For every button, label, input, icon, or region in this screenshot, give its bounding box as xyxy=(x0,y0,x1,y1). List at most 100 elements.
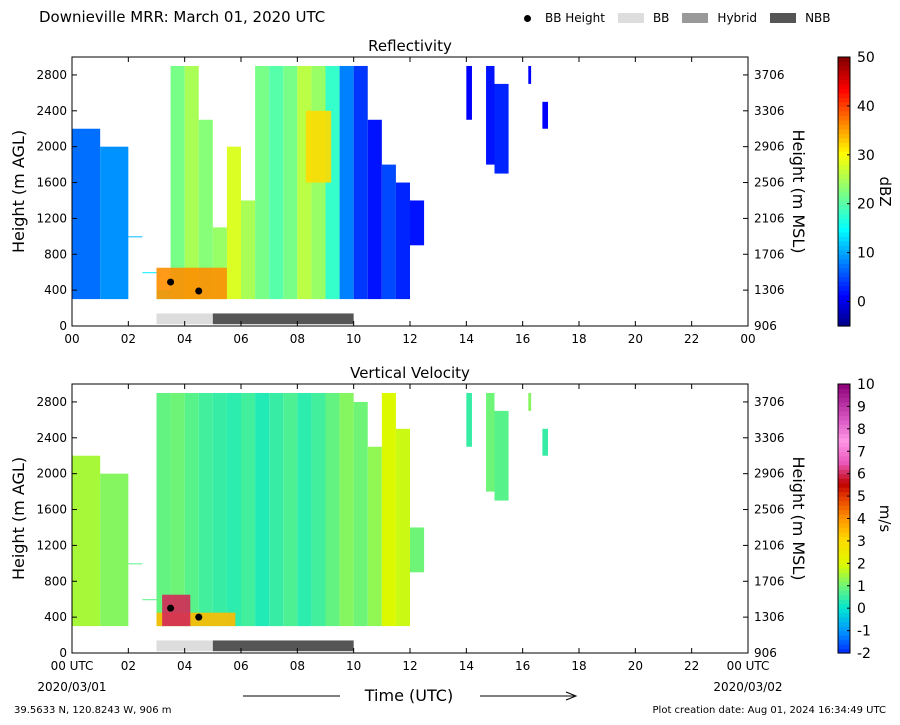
plot-creation-date: Plot creation date: Aug 01, 2024 16:34:4… xyxy=(652,705,886,716)
colorbar-segment xyxy=(838,160,850,166)
data-cell xyxy=(339,392,354,627)
x-tick-label: 00 xyxy=(64,332,79,346)
colorbar-segment xyxy=(838,92,850,98)
x-tick-label: 04 xyxy=(177,659,192,673)
colorbar-tick-label: 0 xyxy=(857,601,866,617)
colorbar-segment xyxy=(838,401,850,408)
y-tick-label: 2000 xyxy=(36,467,67,481)
colorbar-segment xyxy=(838,446,850,452)
colorbar-tick-label: 6 xyxy=(857,467,866,483)
x-tick-label: 12 xyxy=(402,659,417,673)
x-tick-label: 06 xyxy=(233,332,248,346)
colorbar-segment xyxy=(838,173,850,179)
colorbar-segment xyxy=(838,522,850,529)
colorbar-segment xyxy=(838,617,850,623)
data-cell xyxy=(381,392,396,627)
data-cell xyxy=(542,428,549,456)
colorbar-tick-label: 7 xyxy=(857,444,866,460)
y-right-tick-label: 1306 xyxy=(754,283,785,297)
data-cell xyxy=(311,392,326,627)
y-right-axis-label: Height (m MSL) xyxy=(789,456,808,580)
y-right-tick-label: 1706 xyxy=(754,574,785,588)
data-cell xyxy=(466,392,472,447)
data-cell xyxy=(528,65,532,84)
colorbar-segment xyxy=(838,213,850,219)
colorbar-segment xyxy=(838,137,850,143)
colorbar-segment xyxy=(838,397,850,403)
colorbar-segment xyxy=(838,527,850,533)
colorbar-segment xyxy=(838,648,850,654)
x-tick-label: 06 xyxy=(233,659,248,673)
colorbar-segment xyxy=(838,240,850,246)
x-tick-label: 18 xyxy=(571,659,586,673)
colorbar-segment xyxy=(838,478,850,484)
colorbar-segment xyxy=(838,496,850,502)
colorbar-segment xyxy=(838,599,850,605)
colorbar-segment xyxy=(838,191,850,197)
x-tick-label: 00 UTC xyxy=(51,659,94,673)
colorbar-segment xyxy=(838,263,850,269)
colorbar-tick-label: 3 xyxy=(857,534,866,550)
colorbar-segment xyxy=(838,518,850,524)
y-right-tick-label: 906 xyxy=(754,319,777,333)
legend-swatch xyxy=(770,13,797,23)
colorbar-segment xyxy=(838,204,850,211)
colorbar-segment xyxy=(838,317,850,323)
colorbar-segment xyxy=(838,482,850,488)
colorbar-segment xyxy=(838,65,850,72)
colorbar-segment xyxy=(838,101,850,107)
y-axis-label: Height (m AGL) xyxy=(9,457,28,580)
colorbar-segment xyxy=(838,505,850,511)
colorbar-segment xyxy=(838,178,850,184)
y-axis-label: Height (m AGL) xyxy=(9,130,28,253)
data-cell xyxy=(528,392,532,411)
colorbar-segment xyxy=(838,639,850,645)
y-tick-label: 1600 xyxy=(36,503,67,517)
colorbar-segment xyxy=(838,308,850,314)
data-cell xyxy=(486,392,495,492)
data-cell xyxy=(170,392,185,627)
bb-height-point xyxy=(195,287,203,295)
colorbar-segment xyxy=(838,558,850,564)
colorbar-segment xyxy=(838,487,850,493)
colorbar-frame xyxy=(837,56,851,327)
colorbar-tick-label: 2 xyxy=(857,556,866,572)
legend-label: Hybrid xyxy=(717,11,758,25)
data-cell xyxy=(184,65,199,300)
y-right-tick-label: 3706 xyxy=(754,68,785,82)
colorbar-segment xyxy=(838,272,850,278)
x-tick-label: 18 xyxy=(571,332,586,346)
y-tick-label: 2800 xyxy=(36,68,67,82)
data-cell xyxy=(100,146,129,300)
data-cell xyxy=(395,428,410,627)
colorbar-tick-label: -1 xyxy=(857,624,871,640)
colorbar-segment xyxy=(838,227,850,233)
colorbar-segment xyxy=(838,500,850,506)
colorbar-segment xyxy=(838,187,850,193)
colorbar-segment xyxy=(838,294,850,300)
data-cell xyxy=(269,392,284,627)
bb-type-bar xyxy=(212,640,354,652)
colorbar-segment xyxy=(838,406,850,412)
data-cell xyxy=(128,563,143,565)
data-cell xyxy=(353,65,368,300)
colorbar-segment xyxy=(838,57,850,63)
colorbar-segment xyxy=(838,437,850,443)
legend-dot-marker xyxy=(524,14,531,22)
colorbar-segment xyxy=(838,133,850,139)
x-tick-label: 08 xyxy=(290,659,305,673)
colorbar-segment xyxy=(838,200,850,206)
colorbar-segment xyxy=(838,245,850,251)
data-cell xyxy=(241,392,256,627)
data-cell xyxy=(226,392,241,627)
colorbar-tick-label: 20 xyxy=(857,197,875,213)
bb-height-point xyxy=(167,278,175,286)
bb-type-bar xyxy=(156,313,213,325)
colorbar-segment xyxy=(838,83,850,89)
data-cell xyxy=(339,65,354,300)
data-cell xyxy=(283,392,298,627)
y-tick-label: 1200 xyxy=(36,538,67,552)
colorbar-segment xyxy=(838,473,850,479)
y-tick-label: 1200 xyxy=(36,211,67,225)
data-cell xyxy=(170,65,185,300)
